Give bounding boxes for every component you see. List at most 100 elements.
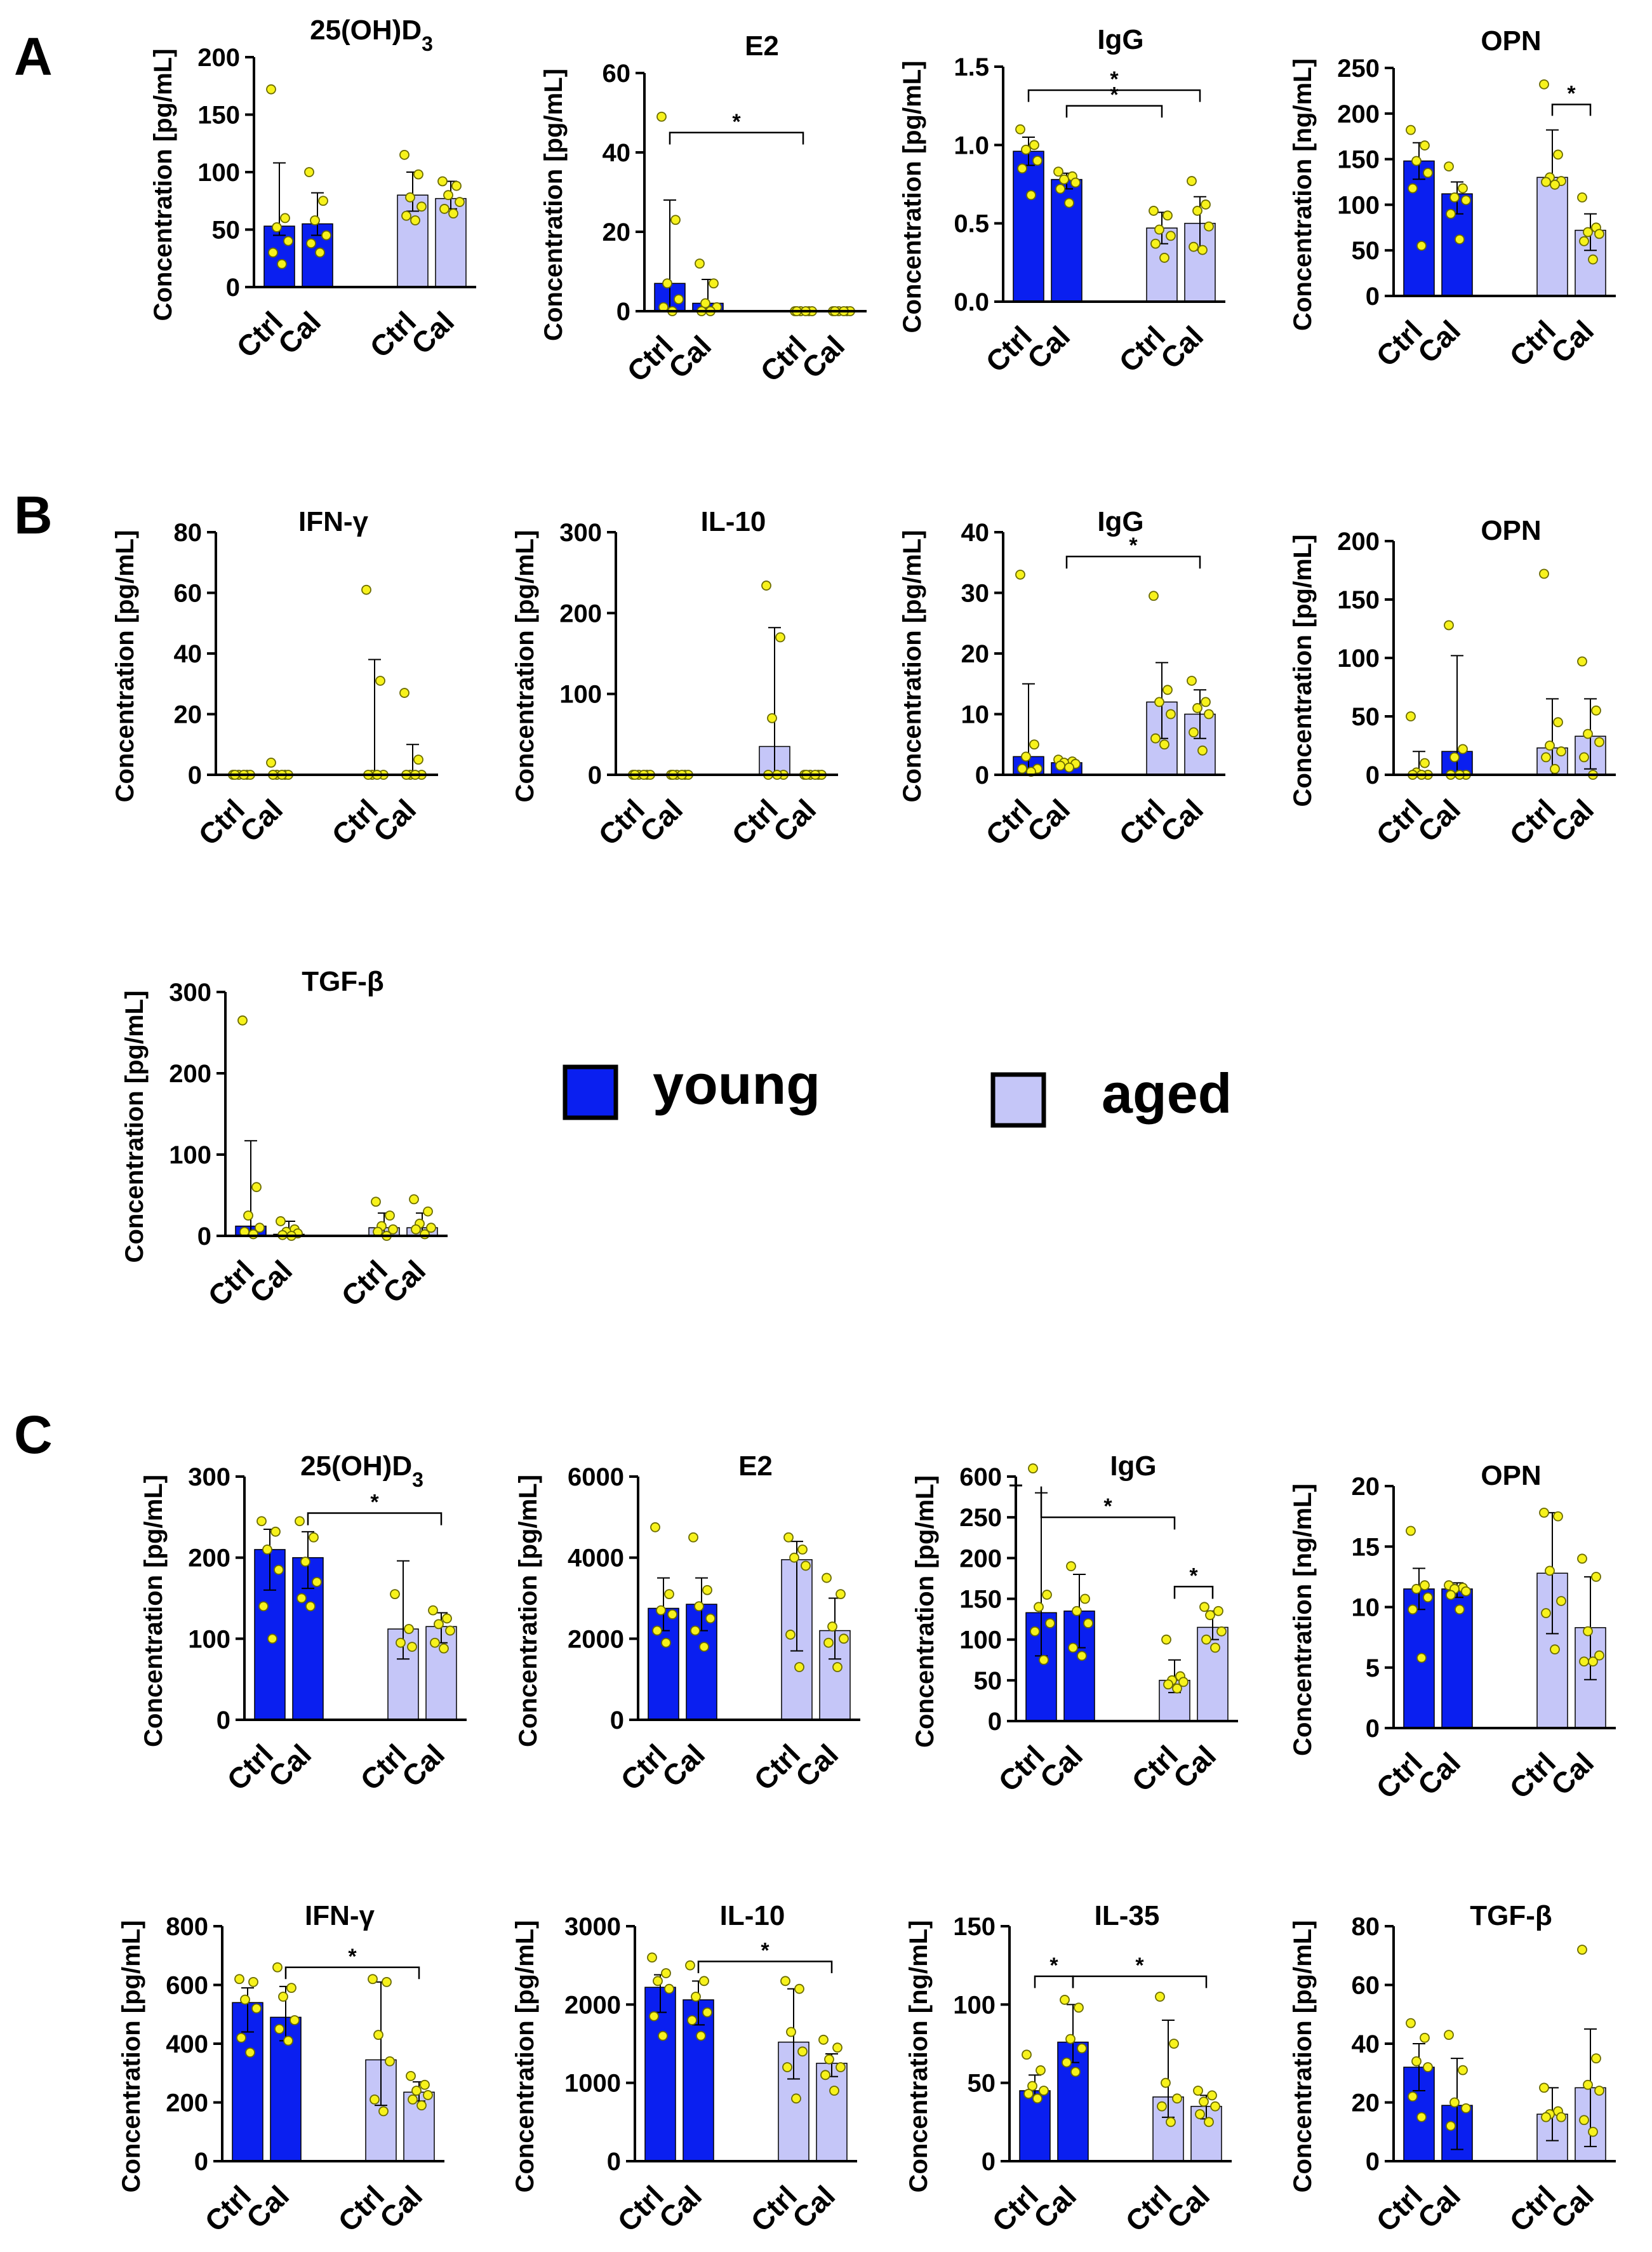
data-point [767,713,777,723]
data-point [670,215,681,225]
y-tick-label: 60 [174,580,203,608]
data-point [406,2070,416,2081]
data-point [1021,144,1031,155]
data-point [709,278,719,289]
data-point [782,2062,792,2072]
data-point [1021,751,1031,762]
data-point [1594,737,1604,747]
data-point [278,1992,288,2002]
data-point [445,1625,455,1636]
data-point [266,758,276,768]
y-tick-label: 0 [610,1706,624,1734]
data-point [1192,703,1202,713]
significance-bracket [1072,1975,1208,1988]
data-point [1077,2043,1087,2054]
data-point [1210,2101,1220,2112]
data-point [404,1624,414,1634]
data-point [1446,2121,1456,2131]
data-point [315,247,325,258]
data-point [411,2086,422,2096]
y-axis-label: Concentration [pg/mL] [511,530,539,803]
y-tick-label: 15 [1352,1533,1380,1561]
data-point [1162,210,1173,221]
data-point [1074,2002,1084,2013]
data-point [248,1976,258,1987]
chart-title: IFN-γ [298,506,369,537]
data-point [413,754,423,765]
data-point [1420,2032,1430,2043]
data-point [1195,2109,1205,2119]
data-point [306,238,316,249]
chart-title: 25(OH)D3 [310,15,433,55]
significance-star: * [370,1490,379,1514]
data-point [396,1637,406,1648]
data-point [1053,166,1063,177]
data-point [1166,709,1176,720]
data-point [797,1544,808,1555]
bar-young-ctrl [1013,151,1044,302]
panel-label-b: B [14,485,53,545]
chart-title: IFN-γ [305,1900,375,1931]
y-tick-label: 100 [188,1625,230,1653]
data-point [1406,2018,1416,2028]
chart-title: OPN [1481,25,1541,57]
data-point [1189,241,1199,252]
data-point [1080,1593,1090,1604]
data-point [1594,2086,1604,2096]
chart-title: TGF-β [302,966,384,997]
data-point [699,1642,709,1652]
data-point [1201,199,1211,210]
y-tick-label: 0 [1366,283,1380,311]
y-tick-label: 0.5 [954,210,989,238]
data-point [399,149,410,160]
data-point [653,1976,663,1987]
data-point [277,258,287,269]
data-point [305,1601,316,1612]
y-tick-label: 1.5 [954,53,989,81]
data-point [1055,184,1065,194]
significance-star: * [1129,533,1138,558]
data-point [1406,711,1416,721]
data-point [1458,744,1468,754]
data-point [836,2062,846,2072]
y-tick-label: 250 [959,1504,1002,1532]
data-point [1032,156,1042,166]
legend-swatch-young [563,1064,618,1120]
data-point [1068,1642,1078,1653]
y-tick-label: 0 [188,761,202,789]
data-point [662,278,672,289]
y-tick-label: 0 [194,2148,208,2176]
data-point [1015,124,1025,135]
data-point [775,632,785,643]
y-tick-label: 6000 [568,1463,624,1491]
data-point [1594,229,1604,239]
data-point [290,2015,300,2025]
data-point [1539,1508,1549,1518]
data-point [451,180,462,191]
y-tick-label: 60 [603,60,631,88]
y-axis-label: Concentration [pg/mL] [1289,1920,1317,2193]
data-point [309,1532,319,1543]
data-point [1539,79,1549,90]
data-point [373,2030,383,2041]
bar-aged-cal [816,2063,848,2162]
data-point [1161,1634,1171,1645]
data-point [1169,2039,1179,2049]
data-point [243,1210,253,1221]
data-point [442,1613,452,1624]
y-tick-label: 200 [197,44,240,72]
data-point [1154,224,1164,235]
data-point [1059,174,1069,185]
data-point [416,2100,427,2111]
y-tick-label: 100 [1337,645,1380,673]
chart-title: IL-10 [701,506,766,537]
data-point [783,1532,794,1543]
data-point [1204,221,1214,232]
data-point [690,1625,700,1636]
data-point [1423,2062,1433,2072]
y-tick-label: 200 [188,1545,230,1572]
data-point [1017,163,1027,174]
data-point [1204,2117,1214,2128]
data-point [829,2086,839,2096]
data-point [1166,231,1176,241]
